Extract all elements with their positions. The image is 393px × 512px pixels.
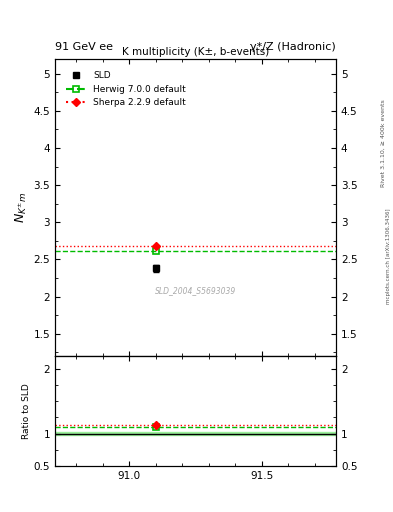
Legend: SLD, Herwig 7.0.0 default, Sherpa 2.2.9 default: SLD, Herwig 7.0.0 default, Sherpa 2.2.9 … — [62, 68, 189, 111]
Title: K multiplicity (K±, b-events): K multiplicity (K±, b-events) — [122, 47, 269, 57]
Text: mcplots.cern.ch [arXiv:1306.3436]: mcplots.cern.ch [arXiv:1306.3436] — [386, 208, 391, 304]
Text: Rivet 3.1.10, ≥ 400k events: Rivet 3.1.10, ≥ 400k events — [381, 99, 386, 187]
Text: SLD_2004_S5693039: SLD_2004_S5693039 — [155, 286, 236, 295]
Text: 91 GeV ee: 91 GeV ee — [55, 42, 113, 52]
Y-axis label: Ratio to SLD: Ratio to SLD — [22, 383, 31, 439]
Text: γ*/Z (Hadronic): γ*/Z (Hadronic) — [250, 42, 336, 52]
Bar — [55, 432, 336, 435]
Y-axis label: $N_{K^{\pm}m}$: $N_{K^{\pm}m}$ — [14, 192, 29, 223]
